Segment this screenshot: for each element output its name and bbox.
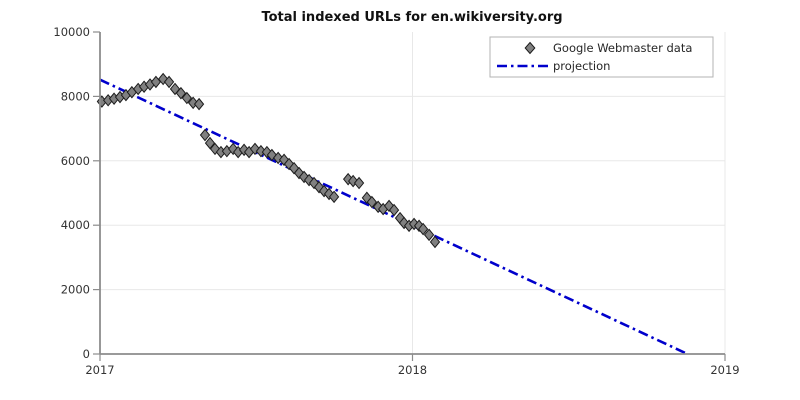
data-point <box>303 173 315 187</box>
data-point <box>323 187 335 201</box>
axes <box>93 31 726 361</box>
y-tick-label: 0 <box>83 347 90 361</box>
data-point <box>163 75 175 89</box>
data-point <box>366 195 378 209</box>
data-point <box>308 176 320 190</box>
chart-title: Total indexed URLs for en.wikiversity.or… <box>261 10 562 25</box>
data-point <box>383 199 395 213</box>
x-tick-label: 2017 <box>85 363 114 377</box>
data-point <box>353 176 365 190</box>
data-point <box>328 190 340 204</box>
data-point <box>423 228 435 242</box>
x-tick-label: 2019 <box>710 363 739 377</box>
data-point <box>398 216 410 230</box>
data-point <box>193 97 205 111</box>
gridlines <box>100 32 726 354</box>
data-series <box>96 72 689 356</box>
data-point <box>388 203 400 217</box>
y-tick-label: 6000 <box>61 154 90 168</box>
axis-tick-labels: 0 2000 4000 6000 8000 10000 2017 2018 2019 <box>53 25 739 377</box>
data-point <box>278 153 290 167</box>
data-point <box>413 219 425 233</box>
data-point <box>298 170 310 184</box>
projection-line <box>99 78 689 356</box>
legend: Google Webmaster data projection <box>489 36 714 78</box>
y-tick-label: 10000 <box>53 25 90 39</box>
data-point <box>313 180 325 194</box>
data-point <box>181 91 193 105</box>
data-point <box>417 222 429 236</box>
data-point <box>255 144 267 158</box>
y-tick-label: 4000 <box>61 218 90 232</box>
data-point <box>318 184 330 198</box>
data-point <box>293 166 305 180</box>
data-point <box>199 128 211 142</box>
y-tick-label: 2000 <box>61 283 90 297</box>
data-point <box>175 86 187 100</box>
legend-box <box>489 36 714 78</box>
y-tick-label: 8000 <box>61 89 90 103</box>
data-point <box>238 143 250 157</box>
legend-label-webmaster-data: Google Webmaster data <box>553 41 692 55</box>
data-point <box>204 136 216 150</box>
data-point <box>283 157 295 171</box>
legend-label-projection: projection <box>553 59 610 73</box>
data-point <box>288 161 300 175</box>
x-tick-label: 2018 <box>398 363 427 377</box>
data-point <box>429 235 441 249</box>
legend-marker-diamond-icon <box>524 41 536 55</box>
